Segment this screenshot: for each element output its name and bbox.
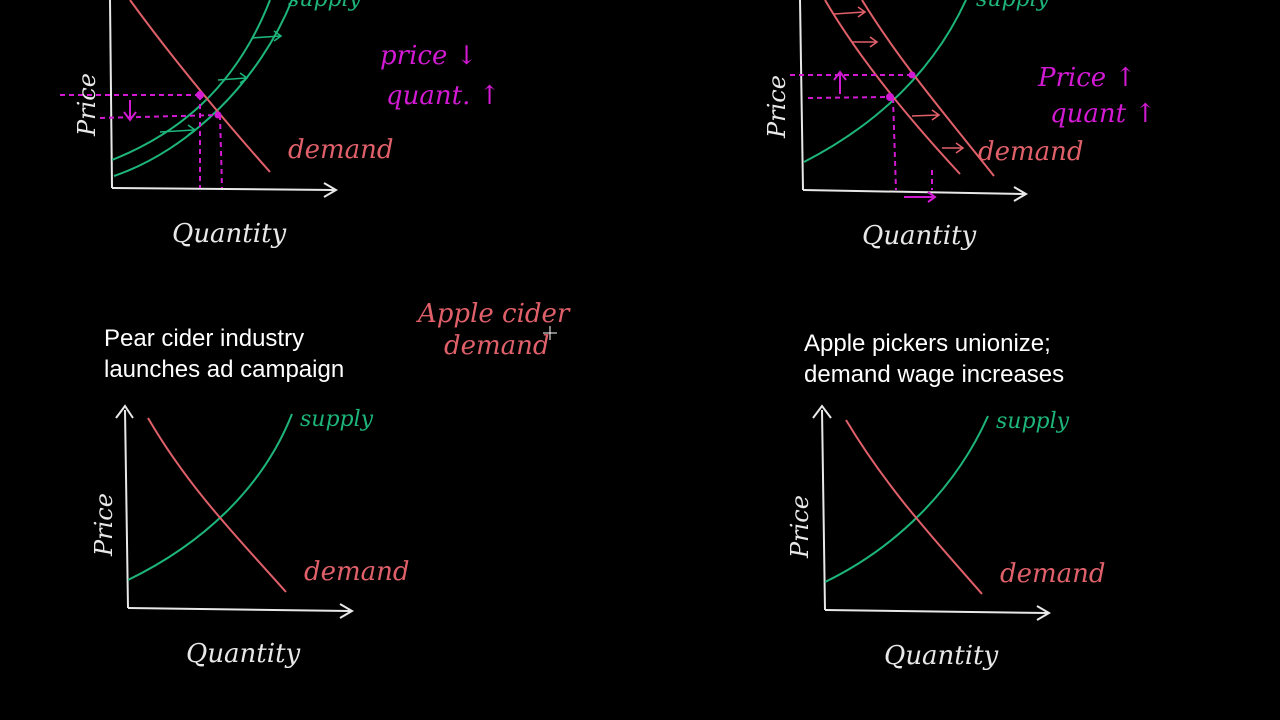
quantity-guides xyxy=(199,95,223,189)
demand-curve xyxy=(845,419,983,595)
demand-curve xyxy=(824,0,961,175)
y-axis xyxy=(109,0,113,189)
shift-arrows xyxy=(159,30,283,136)
pen-cursor-icon xyxy=(543,326,557,340)
price-change-note: Price ↑ xyxy=(1037,63,1136,93)
y-axis-label: Price xyxy=(763,75,791,139)
apple-pickers-caption: Apple pickers unionize; demand wage incr… xyxy=(804,328,1064,390)
x-axis-label: Quantity xyxy=(862,221,977,251)
new-equilibrium-dot xyxy=(908,71,916,79)
quantity-change-note: quant ↑ xyxy=(1050,99,1156,129)
supply-label: supply xyxy=(300,407,374,432)
caption-line-1: Pear cider industry xyxy=(104,325,305,352)
annotation-line-2: demand xyxy=(444,331,550,361)
quantity-change-note: quant. ↑ xyxy=(386,81,500,111)
x-axis-label: Quantity xyxy=(884,641,999,671)
demand-label: demand xyxy=(1000,559,1106,589)
supply-curve xyxy=(127,413,293,581)
supply-label: supply xyxy=(976,0,1050,12)
old-equilibrium-dot xyxy=(886,93,894,101)
quantity-guides xyxy=(892,97,933,191)
y-axis-label: Price xyxy=(90,493,118,557)
supply-curve xyxy=(803,0,967,163)
price-up-arrow xyxy=(833,70,847,94)
new-equilibrium-dot xyxy=(214,111,222,119)
y-axis xyxy=(812,404,832,611)
demand-label: demand xyxy=(288,135,394,165)
caption-line-1: Apple pickers unionize; xyxy=(804,330,1051,357)
x-axis xyxy=(824,605,1051,621)
y-axis xyxy=(799,0,804,191)
x-axis-label: Quantity xyxy=(186,639,301,669)
demand-curve-shifted xyxy=(861,0,995,177)
supply-curve xyxy=(111,0,271,161)
x-axis xyxy=(127,603,354,619)
pear-cider-caption: Pear cider industry launches ad campaign xyxy=(104,323,344,385)
supply-label: supply xyxy=(288,0,362,12)
price-down-arrow xyxy=(123,100,137,122)
panel-top-right: supply demand Quantity Price Price ↑ qua… xyxy=(763,0,1156,251)
caption-line-2: launches ad campaign xyxy=(104,356,345,383)
y-axis xyxy=(115,404,134,609)
price-guides xyxy=(60,94,219,119)
panel-top-left: supply demand Quantity Price price ↓ qua… xyxy=(60,0,500,249)
demand-curve xyxy=(147,417,287,593)
annotation-line-1: Apple cider xyxy=(416,299,571,329)
x-axis xyxy=(111,182,338,198)
y-axis-label: Price xyxy=(786,495,814,559)
price-change-note: price ↓ xyxy=(380,41,477,71)
old-equilibrium-dot xyxy=(196,91,204,99)
apple-cider-demand-note: Apple cider demand xyxy=(416,299,571,361)
supply-label: supply xyxy=(996,409,1070,434)
price-guides xyxy=(790,74,912,99)
x-axis-label: Quantity xyxy=(172,219,287,249)
demand-label: demand xyxy=(978,137,1084,167)
caption-line-2: demand wage increases xyxy=(804,361,1065,388)
quantity-right-arrow xyxy=(904,191,937,203)
supply-curve-shifted xyxy=(113,0,293,177)
supply-curve xyxy=(824,415,989,583)
demand-curve xyxy=(129,0,271,173)
x-axis xyxy=(802,186,1028,202)
shift-arrows xyxy=(833,6,965,154)
panel-bottom-left: supply demand Quantity Price xyxy=(90,404,410,669)
panel-bottom-right: supply demand Quantity Price xyxy=(786,404,1106,671)
y-axis-label: Price xyxy=(73,73,101,137)
demand-label: demand xyxy=(304,557,410,587)
